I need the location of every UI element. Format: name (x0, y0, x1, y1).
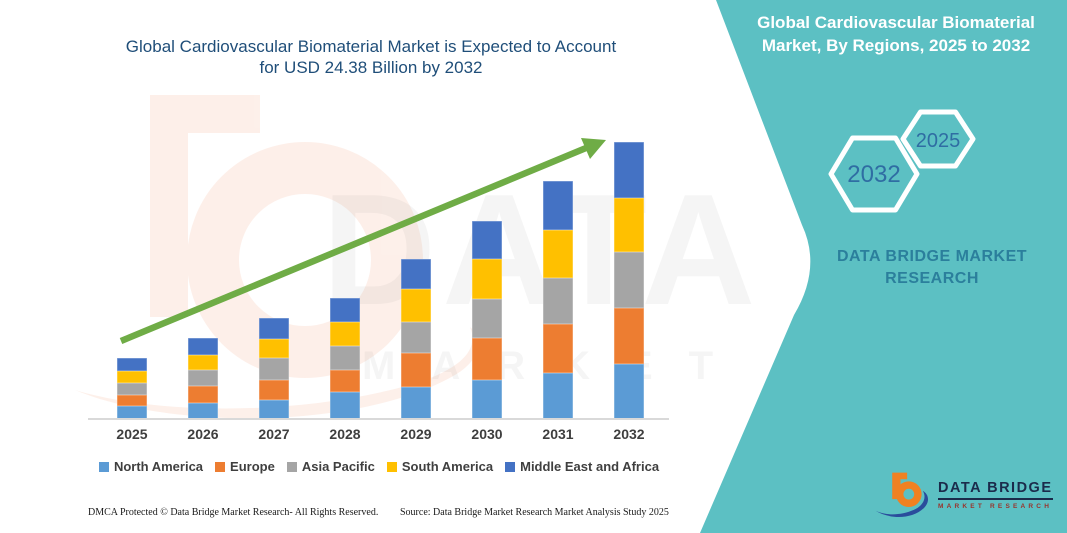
bar-segment-2032-middle-east-and-africa (614, 142, 644, 198)
legend-swatch-icon (286, 461, 297, 472)
bar-segment-2030-north-america (472, 380, 502, 419)
x-axis-label-2027: 2027 (258, 426, 290, 442)
bar-segment-2027-europe (259, 380, 289, 401)
bar-segment-2025-middle-east-and-africa (117, 358, 147, 371)
footer-dmca: DMCA Protected © Data Bridge Market Rese… (88, 507, 379, 518)
legend-item-south-america: South America (386, 459, 494, 474)
bar-segment-2032-asia-pacific (614, 251, 644, 309)
bar-segment-2025-north-america (117, 406, 147, 419)
legend-label: North America (113, 459, 204, 474)
x-axis-label-2025: 2025 (116, 426, 148, 442)
side-panel-brand-caption: DATA BRIDGE MARKET RESEARCH (812, 246, 1052, 290)
bar-segment-2026-north-america (188, 402, 218, 419)
bar-segment-2027-asia-pacific (259, 358, 289, 381)
dbmr-logo-tagline: MARKET RESEARCH (938, 503, 1053, 510)
hexagon-2025-label: 2025 (916, 130, 961, 152)
legend-item-middle-east-and-africa: Middle East and Africa (505, 459, 659, 474)
legend-label: Europe (230, 459, 275, 474)
dbmr-logo: DATA BRIDGE MARKET RESEARCH (874, 466, 1053, 524)
legend-swatch-icon (505, 461, 516, 472)
x-axis-label-2029: 2029 (400, 426, 432, 442)
chart-title-line2: for USD 24.38 Billion by 2032 (259, 58, 483, 77)
legend-item-north-america: North America (98, 459, 204, 474)
legend-label: Asia Pacific (301, 459, 375, 474)
bar-segment-2025-europe (117, 395, 147, 407)
footer-source: Source: Data Bridge Market Research Mark… (400, 507, 669, 518)
chart-title-line1: Global Cardiovascular Biomaterial Market… (125, 37, 617, 56)
dbmr-logo-b-icon (875, 472, 929, 518)
bar-segment-2032-south-america (614, 197, 644, 252)
bar-segment-2032-europe (614, 308, 644, 365)
bar-segment-2026-asia-pacific (188, 370, 218, 386)
x-axis-label-2026: 2026 (187, 426, 219, 442)
legend-label: Middle East and Africa (520, 459, 660, 474)
bar-segment-2029-europe (401, 353, 431, 388)
bar-segment-2026-europe (188, 385, 218, 403)
bar-segment-2025-south-america (117, 370, 147, 383)
x-axis-label-2028: 2028 (329, 426, 361, 442)
x-axis-label-2030: 2030 (471, 426, 503, 442)
bar-segment-2029-north-america (401, 387, 431, 419)
legend-swatch-icon (215, 461, 226, 472)
dbmr-logo-name: DATA BRIDGE (938, 480, 1053, 500)
legend-swatch-icon (386, 461, 397, 472)
bar-segment-2028-europe (330, 369, 360, 392)
bar-segment-2027-north-america (259, 400, 289, 419)
x-axis-label-2031: 2031 (542, 426, 574, 442)
side-panel-brand-caption-line1: DATA BRIDGE MARKET (836, 248, 1028, 265)
hexagon-2032-label: 2032 (847, 161, 900, 188)
legend: North America Europe Asia Pacific South Ame… (88, 459, 670, 474)
bar-segment-2028-asia-pacific (330, 345, 360, 370)
legend-item-asia-pacific: Asia Pacific (286, 459, 375, 474)
dbmr-logo-text: DATA BRIDGE MARKET RESEARCH (938, 480, 1053, 510)
legend-label: South America (401, 459, 494, 474)
chart-title: Global Cardiovascular Biomaterial Market… (90, 36, 652, 78)
bar-segment-2026-south-america (188, 355, 218, 371)
bar-segment-2032-north-america (614, 364, 644, 419)
legend-item-europe: Europe (215, 459, 275, 474)
x-axis-label-2032: 2032 (613, 426, 645, 442)
legend-swatch-icon (98, 461, 109, 472)
bar-segment-2028-north-america (330, 391, 360, 419)
bar-segment-2025-asia-pacific (117, 383, 147, 396)
bar-segment-2030-europe (472, 338, 502, 381)
side-panel-brand-caption-line2: RESEARCH (885, 270, 979, 287)
x-axis-line (88, 418, 669, 420)
bar-segment-2031-north-america (543, 373, 573, 419)
